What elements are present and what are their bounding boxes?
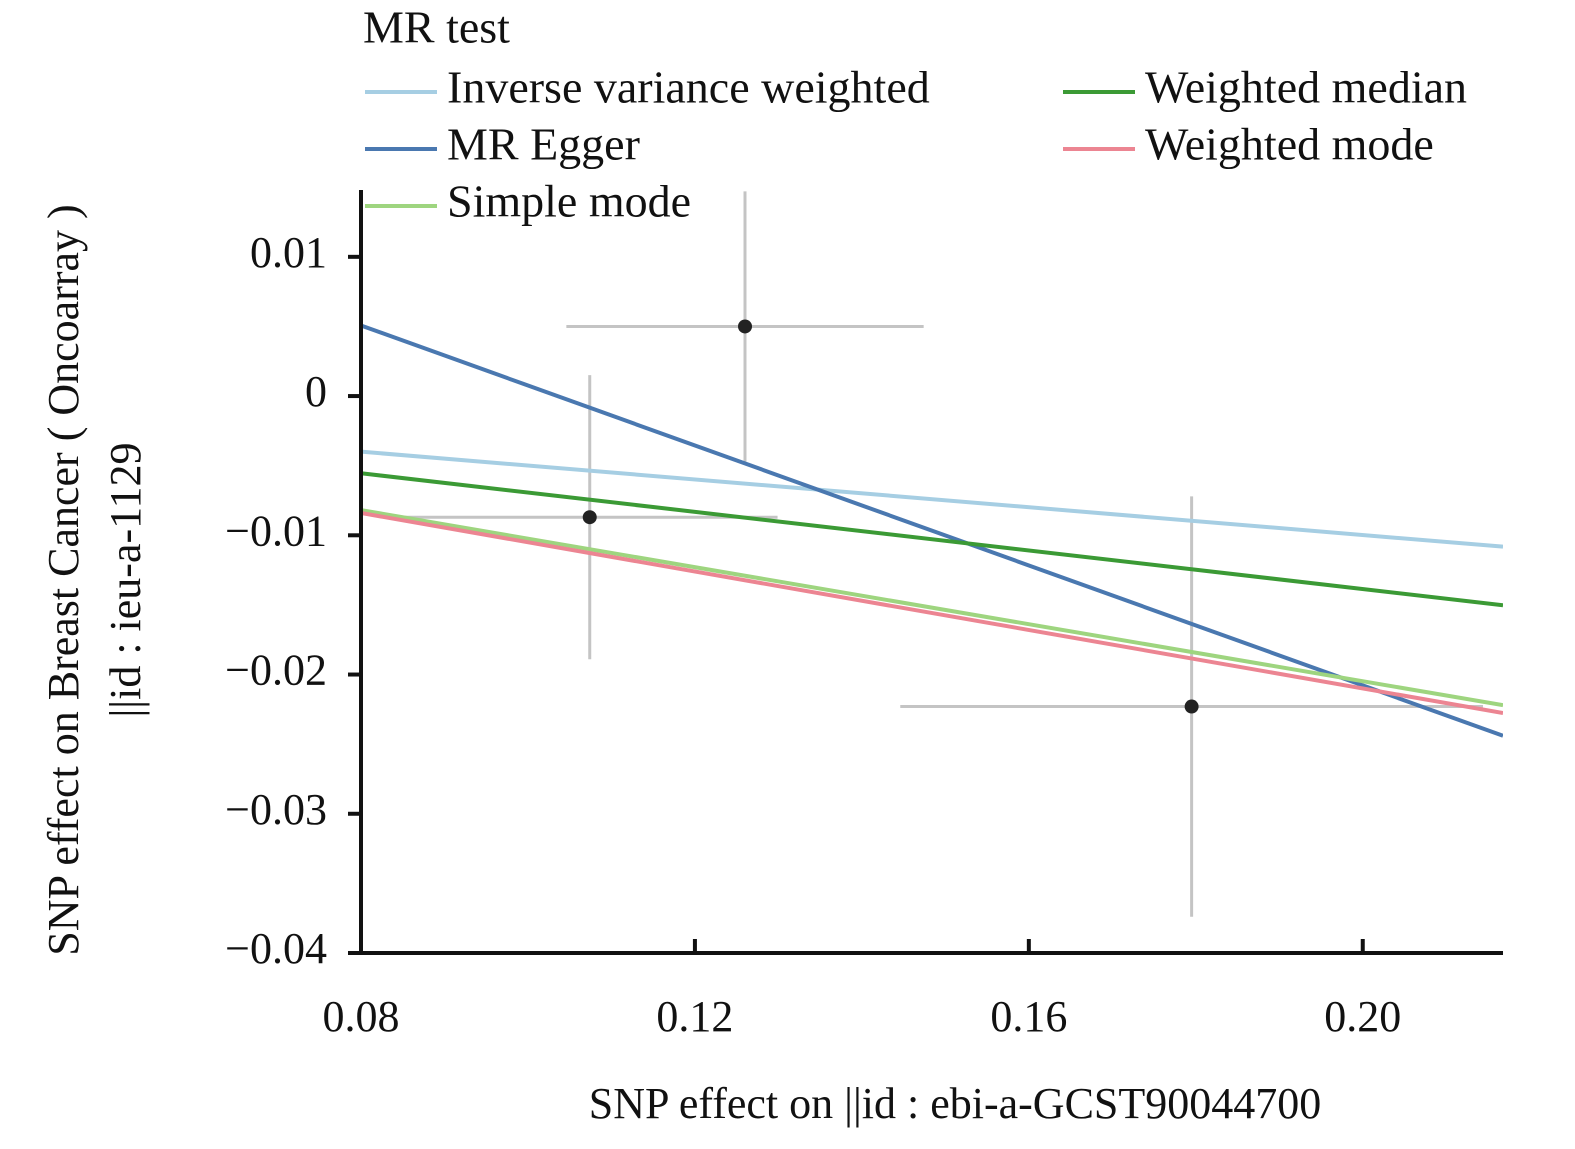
y-tick-label: −0.03 bbox=[225, 785, 327, 834]
regression-line bbox=[361, 508, 1503, 708]
regression-line bbox=[361, 323, 1503, 738]
legend-label: Weighted median bbox=[1145, 62, 1467, 113]
legend-title: MR test bbox=[363, 2, 510, 53]
point bbox=[582, 510, 597, 525]
regression-line bbox=[361, 449, 1503, 549]
y-axis-label: ||id : ieu-a-1129 bbox=[101, 442, 150, 717]
y-tick-label: −0.02 bbox=[225, 646, 327, 695]
legend-label: Weighted mode bbox=[1145, 119, 1434, 170]
y-axis-label: SNP effect on Breast Cancer ( Oncoarray … bbox=[39, 204, 88, 955]
point bbox=[738, 319, 753, 334]
y-tick-label: 0.01 bbox=[250, 228, 327, 277]
regression-line bbox=[361, 511, 1503, 715]
x-tick-label: 0.20 bbox=[1324, 992, 1401, 1041]
legend-label: Inverse variance weighted bbox=[447, 62, 930, 113]
plot-area bbox=[361, 191, 1503, 917]
legend-label: Simple mode bbox=[447, 176, 691, 227]
x-tick-label: 0.12 bbox=[656, 992, 733, 1041]
y-tick-label: −0.04 bbox=[225, 924, 327, 973]
x-tick-label: 0.16 bbox=[990, 992, 1067, 1041]
regression-line bbox=[361, 471, 1503, 608]
y-tick-label: 0 bbox=[305, 367, 327, 416]
x-axis-label: SNP effect on ||id : ebi-a-GCST90044700 bbox=[589, 1079, 1322, 1128]
y-tick-label: −0.01 bbox=[225, 506, 327, 555]
point bbox=[1184, 699, 1199, 714]
x-tick-label: 0.08 bbox=[323, 992, 400, 1041]
legend-label: MR Egger bbox=[447, 119, 640, 170]
